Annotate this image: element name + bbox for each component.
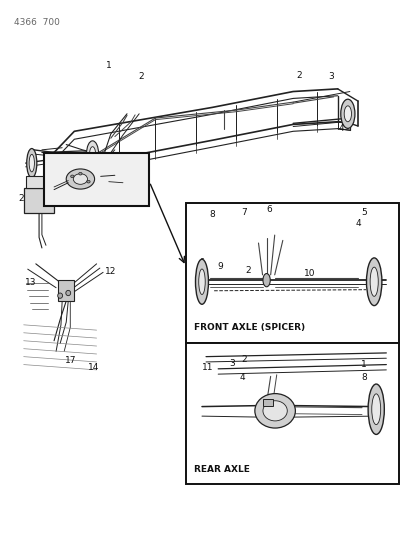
Ellipse shape <box>73 174 87 184</box>
Text: 2: 2 <box>297 71 302 80</box>
Ellipse shape <box>89 147 95 161</box>
Text: 7: 7 <box>69 166 75 174</box>
Text: 16: 16 <box>122 169 132 178</box>
Ellipse shape <box>66 169 95 189</box>
Ellipse shape <box>29 155 34 172</box>
Ellipse shape <box>199 269 205 294</box>
Ellipse shape <box>79 172 82 175</box>
Bar <box>186 343 399 484</box>
Ellipse shape <box>366 258 382 305</box>
Bar <box>24 188 54 214</box>
Text: 1: 1 <box>106 61 112 69</box>
Text: 7: 7 <box>242 208 247 217</box>
Ellipse shape <box>341 99 355 128</box>
Ellipse shape <box>86 141 99 167</box>
Ellipse shape <box>372 394 381 425</box>
Ellipse shape <box>85 157 108 190</box>
Bar <box>186 203 399 343</box>
Ellipse shape <box>195 259 208 304</box>
Text: 3: 3 <box>329 72 335 81</box>
Text: 14: 14 <box>88 363 100 372</box>
Ellipse shape <box>91 165 102 182</box>
Text: FRONT AXLE (SPICER): FRONT AXLE (SPICER) <box>194 322 305 332</box>
Text: 8: 8 <box>361 373 367 382</box>
Text: 12: 12 <box>105 268 117 276</box>
Text: 9: 9 <box>217 262 223 271</box>
Ellipse shape <box>71 175 74 177</box>
Bar <box>26 176 48 188</box>
Text: 17: 17 <box>65 357 77 366</box>
Text: 3: 3 <box>229 359 235 368</box>
Text: 10: 10 <box>304 269 315 278</box>
Text: 4: 4 <box>356 219 361 228</box>
Ellipse shape <box>255 393 295 428</box>
Text: 6: 6 <box>266 205 272 214</box>
Text: 15: 15 <box>140 165 150 174</box>
Ellipse shape <box>370 267 378 296</box>
Text: 8: 8 <box>209 210 215 219</box>
Text: REAR AXLE: REAR AXLE <box>194 465 250 474</box>
Text: 5: 5 <box>361 208 367 217</box>
Text: 2: 2 <box>138 72 144 81</box>
Polygon shape <box>58 280 74 301</box>
Text: 15: 15 <box>132 156 142 165</box>
Ellipse shape <box>66 290 71 296</box>
Text: 4: 4 <box>239 373 245 382</box>
Ellipse shape <box>344 106 352 122</box>
Text: 2: 2 <box>18 194 24 203</box>
Text: 4366  700: 4366 700 <box>13 18 60 27</box>
Ellipse shape <box>263 401 287 421</box>
Ellipse shape <box>27 149 37 177</box>
Text: 13: 13 <box>25 278 36 287</box>
Ellipse shape <box>58 293 62 298</box>
Text: 2: 2 <box>246 266 251 275</box>
Text: 2: 2 <box>242 355 247 364</box>
Ellipse shape <box>263 273 270 287</box>
Bar <box>264 399 273 406</box>
Ellipse shape <box>368 384 384 434</box>
Text: 1: 1 <box>361 360 367 369</box>
Polygon shape <box>44 152 149 206</box>
Ellipse shape <box>87 180 90 183</box>
Text: 4: 4 <box>339 124 345 133</box>
Text: 11: 11 <box>202 363 214 372</box>
